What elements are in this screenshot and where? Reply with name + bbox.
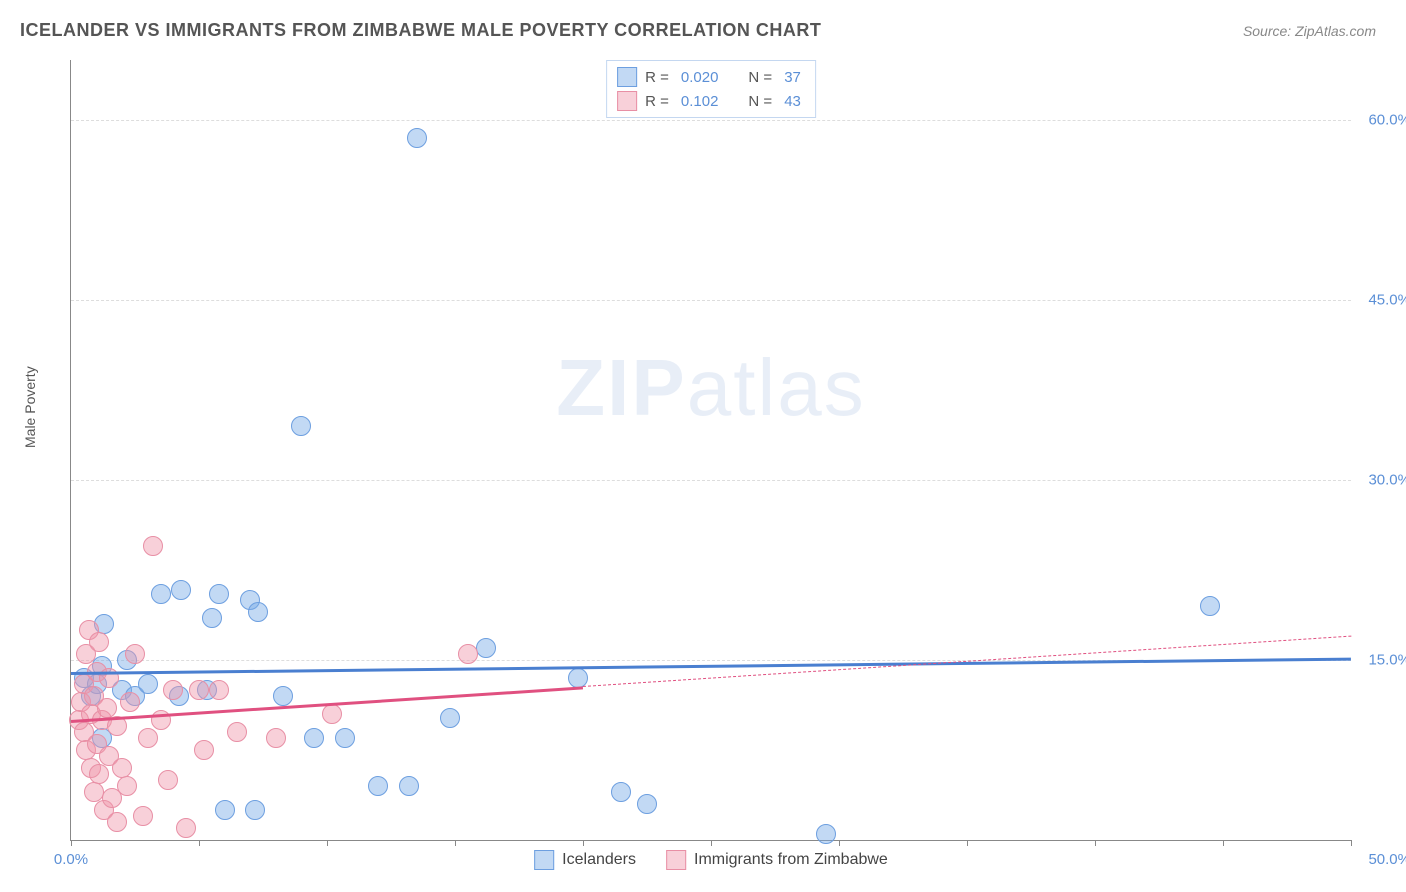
scatter-plot-area: ZIPatlas R =0.020N =37R =0.102N =43 Icel… [70,60,1351,841]
data-point [407,128,427,148]
data-point [816,824,836,844]
legend-swatch [534,850,554,870]
legend-stat-row: R =0.102N =43 [617,89,805,113]
gridline [71,120,1351,121]
data-point [304,728,324,748]
x-tick [711,840,712,846]
data-point [209,584,229,604]
data-point [335,728,355,748]
data-point [215,800,235,820]
legend-item: Immigrants from Zimbabwe [666,850,888,870]
data-point [151,584,171,604]
data-point [133,806,153,826]
data-point [158,770,178,790]
data-point [202,608,222,628]
data-point [245,800,265,820]
x-tick [71,840,72,846]
watermark-logo: ZIPatlas [556,342,865,434]
data-point [440,708,460,728]
chart-container: Male Poverty ZIPatlas R =0.020N =37R =0.… [50,60,1380,860]
data-point [458,644,478,664]
y-tick-label: 45.0% [1368,292,1406,309]
x-tick [455,840,456,846]
data-point [163,680,183,700]
legend-label: Immigrants from Zimbabwe [694,851,888,869]
series-legend: Icelanders Immigrants from Zimbabwe [534,850,888,870]
chart-title: ICELANDER VS IMMIGRANTS FROM ZIMBABWE MA… [20,20,821,41]
data-point [171,580,191,600]
data-point [368,776,388,796]
x-tick [1351,840,1352,846]
data-point [117,776,137,796]
data-point [107,812,127,832]
data-point [189,680,209,700]
data-point [399,776,419,796]
data-point [125,644,145,664]
legend-swatch [666,850,686,870]
x-tick [967,840,968,846]
y-axis-label: Male Poverty [22,366,38,448]
data-point [266,728,286,748]
data-point [209,680,229,700]
data-point [112,758,132,778]
x-tick-label: 0.0% [54,851,88,868]
x-tick [839,840,840,846]
data-point [89,764,109,784]
x-tick-label: 50.0% [1368,851,1406,868]
correlation-legend: R =0.020N =37R =0.102N =43 [606,60,816,118]
trendline-extrapolated [583,636,1351,687]
data-point [97,698,117,718]
data-point [273,686,293,706]
data-point [476,638,496,658]
y-tick-label: 30.0% [1368,472,1406,489]
data-point [227,722,247,742]
gridline [71,300,1351,301]
data-point [291,416,311,436]
data-point [89,632,109,652]
legend-item: Icelanders [534,850,636,870]
data-point [143,536,163,556]
x-tick [199,840,200,846]
data-point [1200,596,1220,616]
data-point [322,704,342,724]
x-tick [327,840,328,846]
legend-swatch [617,67,637,87]
data-point [138,674,158,694]
source-attribution: Source: ZipAtlas.com [1243,23,1376,39]
data-point [176,818,196,838]
y-tick-label: 60.0% [1368,112,1406,129]
x-tick [1095,840,1096,846]
data-point [120,692,140,712]
data-point [611,782,631,802]
gridline [71,480,1351,481]
data-point [194,740,214,760]
legend-stat-row: R =0.020N =37 [617,65,805,89]
legend-label: Icelanders [562,851,636,869]
legend-swatch [617,91,637,111]
data-point [248,602,268,622]
y-tick-label: 15.0% [1368,652,1406,669]
x-tick [1223,840,1224,846]
data-point [637,794,657,814]
data-point [138,728,158,748]
x-tick [583,840,584,846]
